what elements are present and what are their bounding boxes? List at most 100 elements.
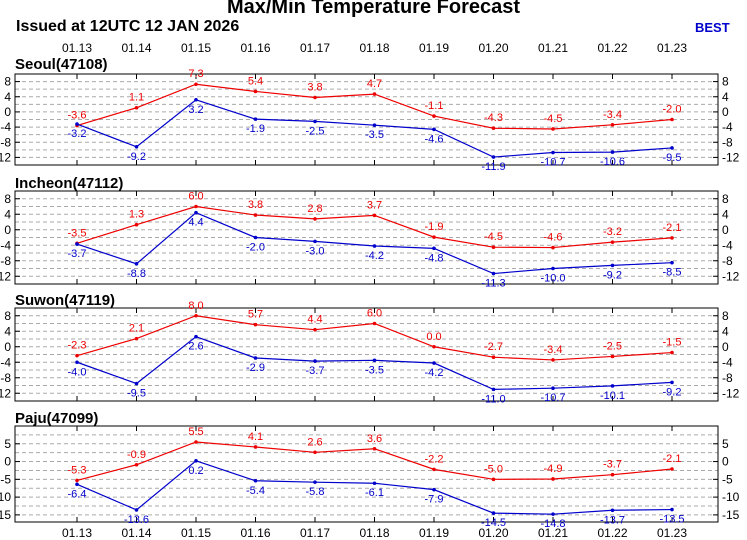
ytick-label-left: 0 <box>4 223 11 237</box>
min-temp-label: 0.2 <box>188 465 203 477</box>
max-temp-point <box>134 336 139 341</box>
ytick-label-right: -10 <box>722 490 740 504</box>
max-temp-label: 1.3 <box>129 209 144 221</box>
ytick-label-left: -12 <box>0 386 11 400</box>
max-temp-point <box>372 321 377 326</box>
min-temp-point <box>253 478 258 483</box>
date-label-top: 01.14 <box>121 41 151 55</box>
max-temp-point <box>194 313 198 318</box>
min-temp-label: -3.0 <box>306 245 325 257</box>
ytick-label-right: -4 <box>722 120 733 134</box>
ytick-label-right: -12 <box>722 269 740 283</box>
min-temp-point <box>551 150 555 155</box>
min-temp-label: -14.5 <box>481 517 506 529</box>
min-temp-point <box>551 386 555 391</box>
station-title: Incheon(47112) <box>15 175 123 192</box>
date-label-top: 01.19 <box>419 41 449 55</box>
min-temp-label: -14.8 <box>540 518 565 530</box>
date-label-bottom: 01.13 <box>62 526 92 540</box>
ytick-label-left: 5 <box>4 437 11 451</box>
min-temp-label: -5.8 <box>306 486 325 498</box>
min-temp-label: -13.5 <box>659 514 684 526</box>
max-temp-label: -3.4 <box>603 109 622 121</box>
max-temp-point <box>432 114 436 118</box>
min-temp-label: -9.5 <box>127 388 146 400</box>
date-label-bottom: 01.16 <box>240 526 270 540</box>
min-temp-label: -11.9 <box>481 161 505 173</box>
date-label-top: 01.18 <box>359 41 389 55</box>
station-title: Paju(47099) <box>15 410 98 427</box>
min-temp-label: -7.9 <box>425 494 444 506</box>
min-temp-label: -9.2 <box>663 386 682 398</box>
min-temp-point <box>253 235 258 240</box>
max-temp-point <box>194 440 198 444</box>
min-temp-label: -11.0 <box>481 393 505 405</box>
min-temp-point <box>551 266 555 271</box>
min-temp-point <box>670 507 674 512</box>
ytick-label-left: 8 <box>4 309 11 323</box>
max-temp-line <box>76 83 673 130</box>
max-temp-label: -2.7 <box>484 341 503 353</box>
max-temp-label: 4.4 <box>307 314 322 326</box>
min-temp-label: 3.2 <box>188 104 203 116</box>
min-temp-point <box>194 459 198 463</box>
min-temp-label: -4.0 <box>68 366 87 378</box>
issued-time: Issued at 12UTC 12 JAN 2026 <box>16 18 240 35</box>
min-temp-point <box>491 387 496 392</box>
min-temp-point <box>432 487 436 492</box>
ytick-label-right: -4 <box>722 238 733 252</box>
min-temp-point <box>134 145 139 149</box>
max-temp-point <box>313 450 317 455</box>
max-temp-point <box>134 222 139 227</box>
station-title: Suwon(47119) <box>15 292 115 309</box>
min-temp-point <box>134 262 139 266</box>
max-temp-point <box>551 127 555 131</box>
min-temp-point <box>313 119 317 124</box>
max-temp-label: 2.8 <box>307 203 322 215</box>
panel-frame <box>14 307 719 402</box>
max-temp-point <box>670 117 674 122</box>
date-label-top: 01.20 <box>478 41 508 55</box>
min-temp-label: -1.9 <box>246 123 265 135</box>
date-label-top: 01.17 <box>300 41 330 55</box>
min-temp-point <box>253 117 258 121</box>
ytick-label-left: 8 <box>4 75 11 89</box>
min-temp-label: -9.2 <box>603 269 622 281</box>
max-temp-label: -3.6 <box>68 110 87 122</box>
ytick-label-left: -4 <box>0 120 11 134</box>
max-temp-point <box>313 95 317 100</box>
ytick-label-left: -4 <box>0 238 11 252</box>
max-temp-point <box>670 236 674 240</box>
min-temp-point <box>491 511 496 515</box>
min-temp-point <box>491 155 496 159</box>
min-temp-label: -10.6 <box>600 156 625 168</box>
max-temp-point <box>610 240 615 244</box>
max-temp-point <box>551 245 555 250</box>
max-temp-label: -3.5 <box>68 227 87 239</box>
max-temp-point <box>432 344 436 349</box>
min-temp-label: -3.2 <box>68 128 87 140</box>
date-label-top: 01.16 <box>240 41 270 55</box>
max-temp-label: 2.6 <box>307 436 322 448</box>
min-temp-label: -3.5 <box>365 129 384 141</box>
max-temp-label: -2.1 <box>663 453 682 465</box>
min-temp-point <box>253 356 258 360</box>
max-temp-point <box>432 467 436 472</box>
min-temp-label: -10.7 <box>540 156 565 168</box>
max-temp-label: 1.1 <box>129 92 144 104</box>
min-temp-label: -6.1 <box>365 487 384 499</box>
min-temp-label: -4.2 <box>365 250 384 262</box>
min-temp-point <box>134 381 139 386</box>
max-temp-label: -1.5 <box>663 337 682 349</box>
max-temp-label: -2.1 <box>663 222 682 234</box>
ytick-label-right: 4 <box>722 207 729 221</box>
ytick-label-right: 0 <box>722 223 729 237</box>
max-temp-label: 2.1 <box>129 323 144 335</box>
panel-frame <box>14 190 719 285</box>
ytick-label-left: 4 <box>4 90 11 104</box>
max-temp-point <box>551 358 555 362</box>
date-label-bottom: 01.17 <box>300 526 330 540</box>
ytick-label-right: 0 <box>722 455 729 469</box>
max-temp-label: -5.3 <box>68 464 87 476</box>
